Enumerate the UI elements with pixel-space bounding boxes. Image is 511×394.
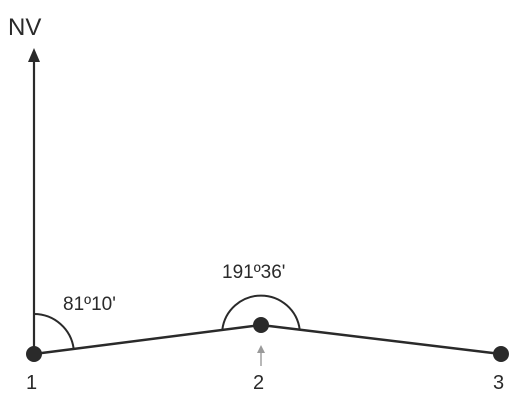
angle-arc-1 [33,313,75,350]
station-label-2: 2 [253,372,264,394]
north-label: NV [8,14,41,41]
station-point-3 [493,346,509,362]
station-point-1 [26,346,42,362]
traverse-leg-2-3 [260,323,502,356]
station-point-2 [253,317,269,333]
angle-label-1: 81º10' [63,294,116,315]
station-2-pointer-head [257,345,265,353]
station-label-1: 1 [26,372,37,394]
station-label-3: 3 [493,372,504,394]
angle-label-2: 191º36' [222,262,285,283]
north-arrow-head [28,48,40,62]
angle-arc-2 [221,294,301,330]
traverse-leg-1-2 [33,323,262,356]
